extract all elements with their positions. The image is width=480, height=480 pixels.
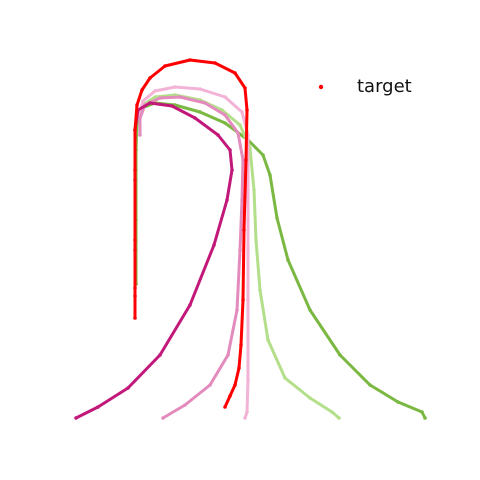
series-2-point-7 (241, 158, 245, 162)
series-2 (138, 95, 245, 420)
series-4-point-2 (308, 396, 312, 400)
series-0-point-13 (245, 108, 249, 112)
series-layer (74, 58, 427, 420)
series-0-point-0 (133, 316, 137, 320)
series-4-point-3 (283, 376, 287, 380)
series-5-point-3 (368, 383, 372, 387)
series-3-point-3 (246, 298, 250, 302)
series-0-point-17 (239, 343, 243, 347)
series-2-point-1 (183, 403, 187, 407)
series-3-point-1 (245, 410, 249, 414)
series-2-point-6 (240, 198, 244, 202)
series-1 (74, 101, 234, 420)
legend-target-marker (318, 84, 324, 90)
series-3-point-4 (246, 218, 250, 222)
series-1-point-1 (96, 405, 100, 409)
series-0-point-2 (133, 238, 137, 242)
series-3-point-9 (198, 87, 202, 91)
series-1-point-8 (228, 148, 232, 152)
series-0-point-6 (140, 88, 144, 92)
series-0-point-10 (213, 61, 217, 65)
series-4-point-7 (252, 188, 256, 192)
series-0-point-8 (163, 64, 167, 68)
series-2-line (138, 95, 245, 420)
series-0-point-19 (233, 383, 237, 387)
series-0-point-11 (233, 71, 237, 75)
series-0-point-16 (241, 298, 245, 302)
series-3-point-11 (153, 89, 157, 93)
series-1-point-2 (126, 386, 130, 390)
series-2-point-9 (223, 113, 227, 117)
series-5-point-5 (308, 308, 312, 312)
series-3-point-10 (173, 85, 177, 89)
series-0-point-18 (237, 366, 241, 370)
series-0-point-21 (223, 405, 227, 409)
series-5-point-2 (396, 400, 400, 404)
series-0-point-7 (148, 76, 152, 80)
series-0 (133, 58, 249, 409)
series-3-point-0 (243, 416, 247, 420)
series-4-line (137, 93, 341, 420)
series-2-point-2 (208, 383, 212, 387)
series-2-point-8 (236, 131, 240, 135)
series-4-point-9 (238, 123, 242, 127)
series-2-point-10 (203, 101, 207, 105)
series-1-point-11 (170, 104, 174, 108)
series-1-point-10 (193, 116, 197, 120)
series-5-point-6 (286, 258, 290, 262)
series-2-point-11 (178, 95, 182, 99)
series-5-point-11 (223, 121, 227, 125)
series-5-point-1 (420, 410, 424, 414)
series-0-point-3 (133, 168, 137, 172)
series-3-point-2 (246, 378, 250, 382)
series-0-point-20 (228, 394, 232, 398)
series-0-point-5 (135, 103, 139, 107)
series-1-point-12 (148, 101, 152, 105)
legend-target-label: target (357, 76, 412, 97)
series-4-point-0 (337, 416, 341, 420)
series-1-point-0 (74, 416, 78, 420)
series-5 (134, 101, 427, 420)
series-4-point-6 (254, 238, 258, 242)
series-4-point-5 (258, 288, 262, 292)
series-0-point-12 (243, 86, 247, 90)
series-5-point-7 (275, 216, 279, 220)
series-5-point-0 (423, 416, 427, 420)
series-0-point-4 (133, 128, 137, 132)
series-3-point-8 (223, 95, 227, 99)
series-4-point-10 (220, 108, 224, 112)
series-2-point-4 (235, 308, 239, 312)
series-1-point-6 (225, 198, 229, 202)
series-1-point-4 (188, 303, 192, 307)
series-2-point-0 (161, 416, 165, 420)
series-5-point-9 (261, 153, 265, 157)
series-0-point-14 (244, 158, 248, 162)
series-3 (137, 85, 250, 420)
series-3-line (137, 85, 250, 420)
series-0-line (133, 58, 249, 409)
series-2-point-5 (238, 248, 242, 252)
series-4-point-1 (330, 410, 334, 414)
series-2-point-3 (226, 353, 230, 357)
series-3-point-12 (141, 99, 145, 103)
series-4-point-13 (153, 95, 157, 99)
series-2-point-15 (138, 133, 142, 137)
series-5-point-4 (338, 353, 342, 357)
series-5-point-12 (198, 110, 202, 114)
series-0-point-9 (188, 58, 192, 62)
series-3-point-7 (240, 110, 244, 114)
series-5-point-8 (268, 173, 272, 177)
series-0-point-15 (242, 228, 246, 232)
series-1-point-3 (158, 353, 162, 357)
series-1-point-7 (230, 168, 234, 172)
series-1-point-5 (212, 243, 216, 247)
legend: target (318, 76, 412, 97)
series-1-line (74, 101, 234, 420)
series-0-point-1 (133, 294, 137, 298)
series-2-point-14 (138, 116, 142, 120)
series-4-point-4 (266, 338, 270, 342)
series-2-point-12 (158, 96, 162, 100)
series-1-point-9 (216, 133, 220, 137)
